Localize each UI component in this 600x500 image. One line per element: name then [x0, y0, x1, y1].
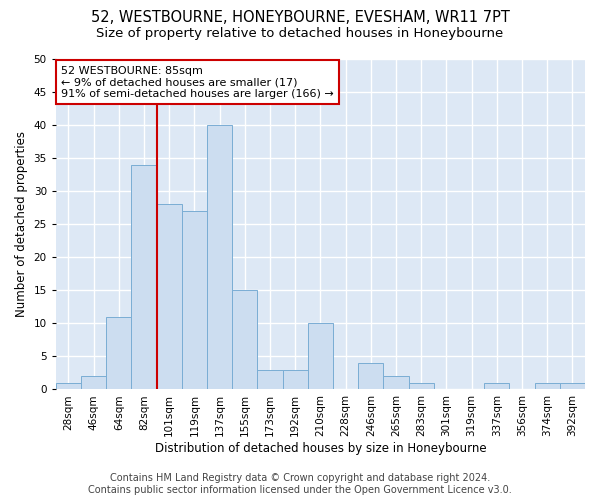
Bar — [157, 204, 182, 390]
Bar — [535, 383, 560, 390]
Y-axis label: Number of detached properties: Number of detached properties — [15, 131, 28, 317]
Bar — [409, 383, 434, 390]
Bar — [283, 370, 308, 390]
Bar — [106, 317, 131, 390]
Text: 52 WESTBOURNE: 85sqm
← 9% of detached houses are smaller (17)
91% of semi-detach: 52 WESTBOURNE: 85sqm ← 9% of detached ho… — [61, 66, 334, 99]
Bar — [182, 211, 207, 390]
X-axis label: Distribution of detached houses by size in Honeybourne: Distribution of detached houses by size … — [155, 442, 486, 455]
Bar — [56, 383, 81, 390]
Bar — [560, 383, 585, 390]
Bar — [383, 376, 409, 390]
Text: 52, WESTBOURNE, HONEYBOURNE, EVESHAM, WR11 7PT: 52, WESTBOURNE, HONEYBOURNE, EVESHAM, WR… — [91, 10, 509, 25]
Bar — [308, 324, 333, 390]
Bar — [232, 290, 257, 390]
Text: Size of property relative to detached houses in Honeybourne: Size of property relative to detached ho… — [97, 28, 503, 40]
Bar — [131, 164, 157, 390]
Bar — [81, 376, 106, 390]
Bar — [484, 383, 509, 390]
Bar — [207, 125, 232, 390]
Bar — [257, 370, 283, 390]
Text: Contains HM Land Registry data © Crown copyright and database right 2024.
Contai: Contains HM Land Registry data © Crown c… — [88, 474, 512, 495]
Bar — [358, 363, 383, 390]
